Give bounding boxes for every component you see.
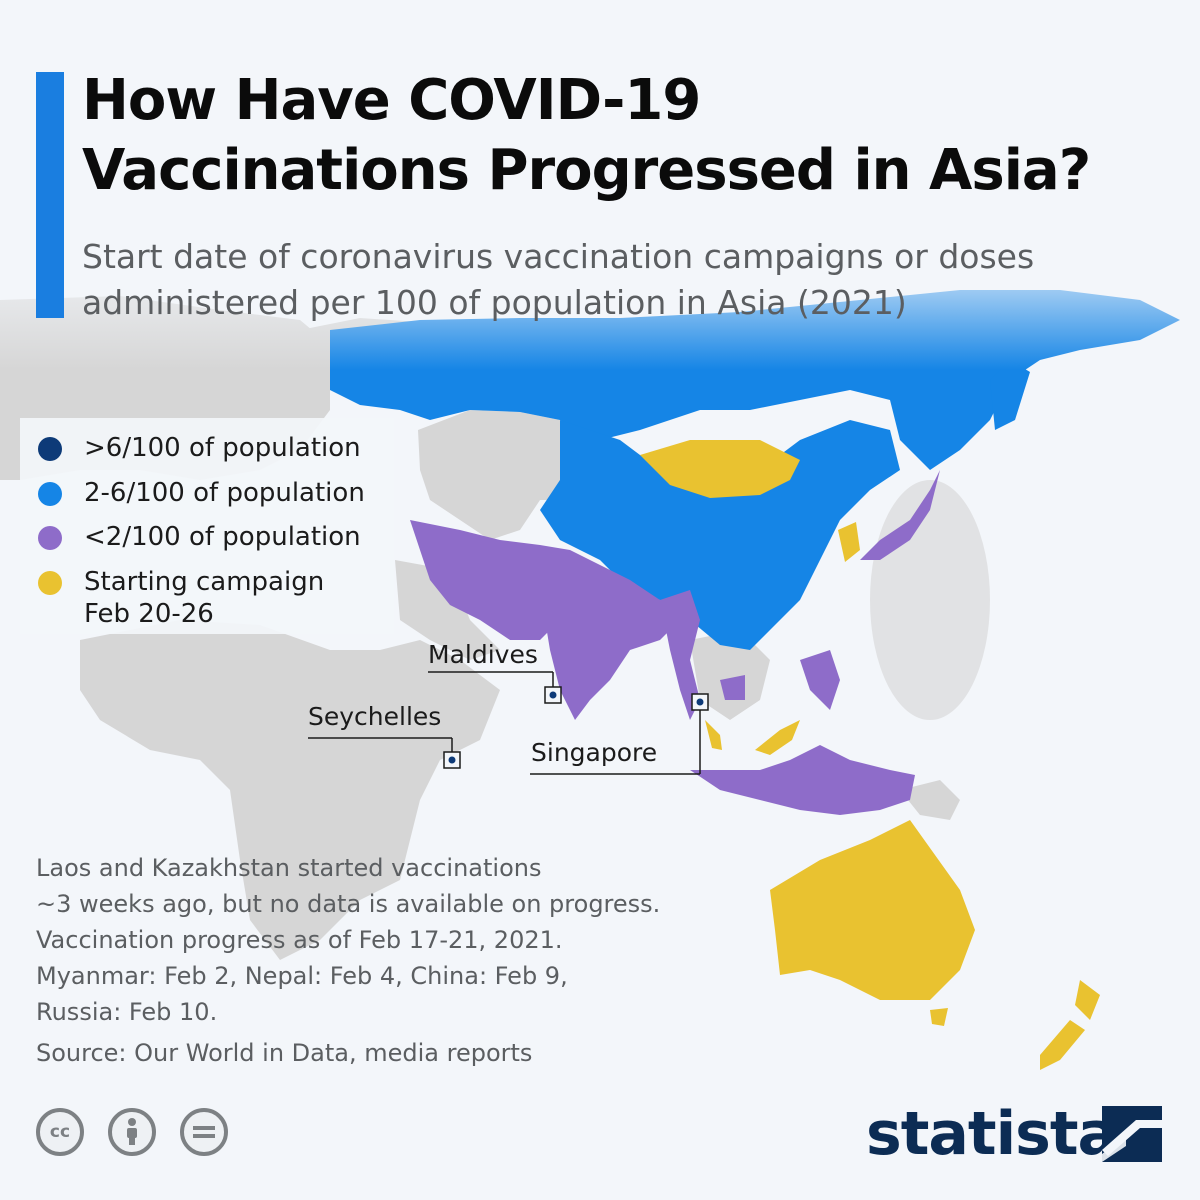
statista-logo-icon[interactable] bbox=[1102, 1106, 1162, 1162]
note-line: Russia: Feb 10. bbox=[36, 998, 218, 1026]
legend-item-over-6: >6/100 of population bbox=[38, 432, 384, 464]
region-india bbox=[540, 560, 680, 720]
region-cambodia bbox=[720, 675, 745, 700]
note-line: Myanmar: Feb 2, Nepal: Feb 4, China: Feb… bbox=[36, 962, 568, 990]
page-subtitle: Start date of coronavirus vaccination ca… bbox=[82, 234, 1182, 326]
note-line: Vaccination progress as of Feb 17-21, 20… bbox=[36, 926, 563, 954]
callout-dots bbox=[448, 691, 704, 764]
no-derivatives-icon[interactable] bbox=[180, 1108, 228, 1156]
legend-label-line-1: Starting campaign bbox=[84, 567, 325, 597]
subtitle-line-2: administered per 100 of population in As… bbox=[82, 283, 907, 322]
legend-label: 2-6/100 of population bbox=[84, 478, 365, 508]
callout-singapore: Singapore bbox=[531, 738, 658, 767]
legend-dot-under-2 bbox=[38, 526, 62, 550]
legend-item-starting: Starting campaign Feb 20-26 bbox=[38, 566, 384, 630]
region-mongolia bbox=[640, 440, 800, 498]
footnotes: Laos and Kazakhstan started vaccinations… bbox=[36, 850, 796, 1030]
legend: >6/100 of population 2-6/100 of populati… bbox=[20, 418, 394, 634]
statista-logo-text[interactable]: statista bbox=[866, 1099, 1118, 1169]
source-text: Source: Our World in Data, media reports bbox=[36, 1039, 533, 1067]
creative-commons-icon[interactable]: cc bbox=[36, 1108, 84, 1156]
callout-markers bbox=[308, 671, 709, 775]
seychelles-dot bbox=[448, 756, 456, 764]
legend-label-starting: Starting campaign Feb 20-26 bbox=[84, 566, 384, 630]
region-philippines bbox=[800, 650, 840, 710]
legend-label: <2/100 of population bbox=[84, 522, 361, 552]
region-japan bbox=[860, 470, 940, 560]
yellow-region bbox=[640, 440, 1100, 1070]
legend-dot-over-6 bbox=[38, 437, 62, 461]
region-myanmar bbox=[660, 590, 700, 720]
callout-maldives: Maldives bbox=[428, 640, 538, 669]
legend-label: >6/100 of population bbox=[84, 433, 361, 463]
callout-seychelles: Seychelles bbox=[308, 702, 442, 731]
title-line-1: How Have COVID-19 bbox=[82, 68, 701, 133]
legend-item-2-6: 2-6/100 of population bbox=[38, 477, 384, 509]
region-indonesia bbox=[690, 745, 915, 815]
purple-region bbox=[410, 470, 940, 815]
legend-dot-2-6 bbox=[38, 482, 62, 506]
legend-dot-starting bbox=[38, 571, 62, 595]
note-line: ~3 weeks ago, but no data is available o… bbox=[36, 890, 661, 918]
legend-item-under-2: <2/100 of population bbox=[38, 521, 384, 553]
subtitle-line-1: Start date of coronavirus vaccination ca… bbox=[82, 237, 1035, 276]
region-china bbox=[540, 420, 900, 650]
region-sakhalin bbox=[990, 360, 1030, 430]
accent-bar bbox=[36, 72, 64, 318]
region-malaysia bbox=[705, 720, 800, 755]
legend-label-line-2: Feb 20-26 bbox=[84, 599, 214, 629]
region-new-zealand bbox=[1040, 980, 1100, 1070]
singapore-dot bbox=[696, 698, 704, 706]
region-tasmania bbox=[930, 1008, 948, 1026]
region-australia bbox=[770, 820, 975, 1000]
maldives-dot bbox=[549, 691, 557, 699]
page-title: How Have COVID-19 Vaccinations Progresse… bbox=[82, 66, 1182, 206]
note-line: Laos and Kazakhstan started vaccinations bbox=[36, 854, 542, 882]
region-south-korea bbox=[838, 522, 860, 562]
title-line-2: Vaccinations Progressed in Asia? bbox=[82, 138, 1091, 203]
attribution-icon[interactable] bbox=[108, 1108, 156, 1156]
